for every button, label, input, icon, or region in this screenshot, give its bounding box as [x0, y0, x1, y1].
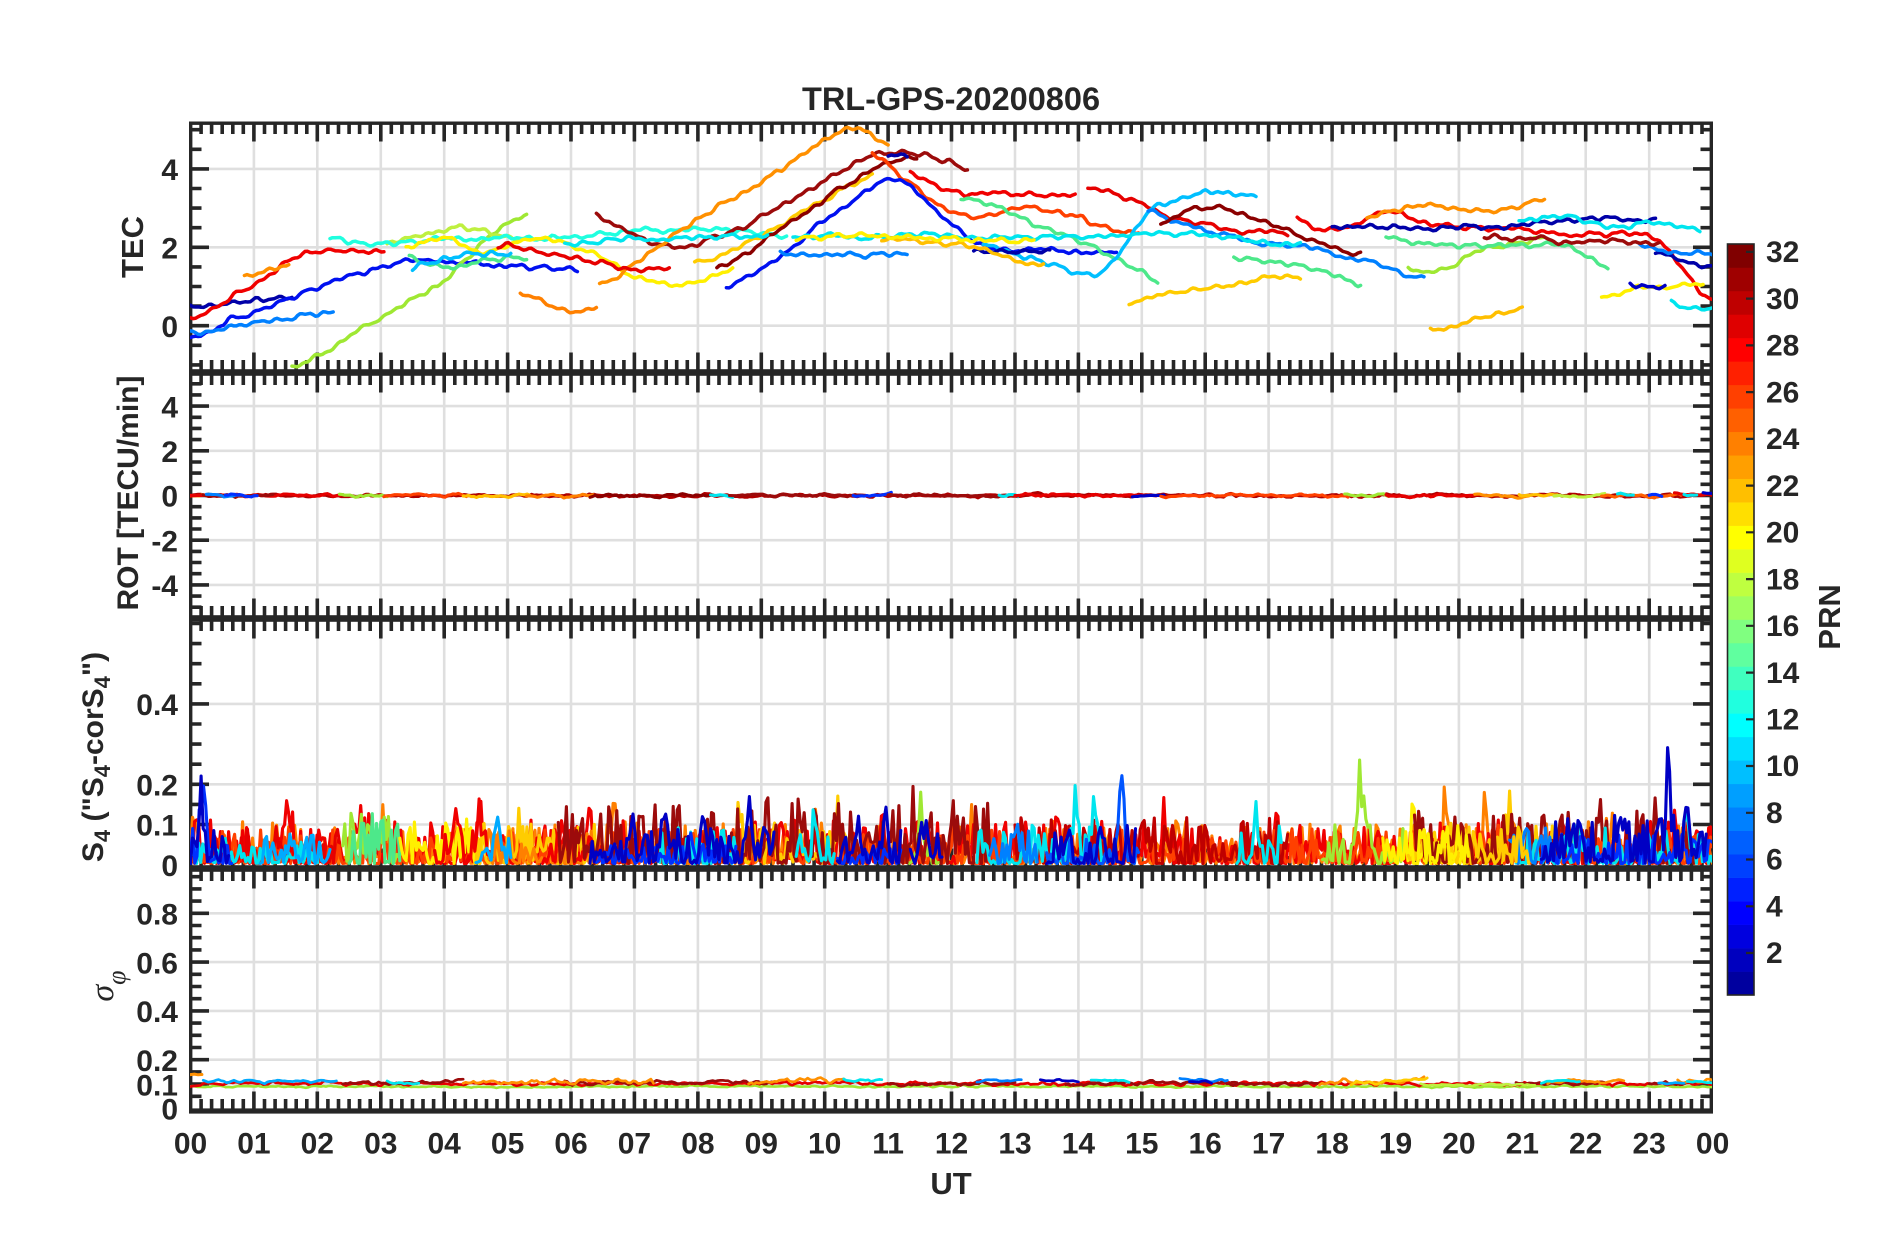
svg-text:13: 13 — [998, 1128, 1031, 1161]
svg-text:19: 19 — [1379, 1128, 1412, 1161]
svg-text:0.2: 0.2 — [136, 770, 178, 803]
svg-text:20: 20 — [1766, 517, 1799, 550]
svg-text:05: 05 — [491, 1128, 524, 1161]
svg-text:-2: -2 — [151, 525, 178, 558]
svg-text:01: 01 — [237, 1128, 270, 1161]
svg-text:30: 30 — [1766, 283, 1799, 316]
svg-text:TRL-GPS-20200806: TRL-GPS-20200806 — [802, 81, 1100, 117]
svg-text:0.4: 0.4 — [136, 689, 178, 722]
svg-text:TEC: TEC — [115, 216, 150, 278]
svg-text:10: 10 — [808, 1128, 841, 1161]
svg-text:00: 00 — [1696, 1128, 1729, 1161]
svg-text:-4: -4 — [151, 570, 178, 603]
svg-text:07: 07 — [618, 1128, 651, 1161]
svg-text:22: 22 — [1569, 1128, 1602, 1161]
svg-text:08: 08 — [681, 1128, 714, 1161]
svg-text:0: 0 — [161, 481, 178, 514]
svg-text:2: 2 — [1766, 937, 1783, 970]
svg-text:18: 18 — [1766, 563, 1799, 596]
svg-text:03: 03 — [364, 1128, 397, 1161]
svg-text:26: 26 — [1766, 376, 1799, 409]
svg-text:0: 0 — [161, 311, 178, 344]
svg-text:0.1: 0.1 — [136, 1069, 178, 1102]
svg-text:0: 0 — [161, 1094, 178, 1127]
svg-text:12: 12 — [935, 1128, 968, 1161]
svg-text:09: 09 — [745, 1128, 778, 1161]
svg-text:0.8: 0.8 — [136, 899, 178, 932]
svg-text:11: 11 — [872, 1128, 904, 1161]
svg-text:2: 2 — [161, 233, 178, 266]
svg-text:20: 20 — [1442, 1128, 1475, 1161]
svg-text:PRN: PRN — [1812, 584, 1847, 649]
svg-text:28: 28 — [1766, 330, 1799, 363]
svg-text:22: 22 — [1766, 470, 1799, 503]
svg-text:02: 02 — [301, 1128, 334, 1161]
svg-text:0.6: 0.6 — [136, 947, 178, 980]
svg-text:14: 14 — [1766, 657, 1800, 690]
svg-text:6: 6 — [1766, 844, 1783, 877]
svg-text:8: 8 — [1766, 797, 1783, 830]
svg-text:14: 14 — [1062, 1128, 1096, 1161]
svg-text:2: 2 — [161, 436, 178, 469]
svg-text:S4 ("S4-corS4"): S4 ("S4-corS4") — [77, 652, 115, 862]
svg-text:16: 16 — [1766, 610, 1799, 643]
svg-text:00: 00 — [174, 1128, 207, 1161]
svg-text:0: 0 — [161, 850, 178, 883]
svg-text:04: 04 — [428, 1128, 462, 1161]
svg-text:18: 18 — [1315, 1128, 1348, 1161]
svg-text:4: 4 — [1766, 891, 1783, 924]
svg-text:24: 24 — [1766, 423, 1800, 456]
svg-text:16: 16 — [1189, 1128, 1222, 1161]
svg-text:32: 32 — [1766, 236, 1799, 269]
svg-text:21: 21 — [1506, 1128, 1539, 1161]
svg-text:0.2: 0.2 — [136, 1045, 178, 1078]
svg-text:10: 10 — [1766, 750, 1799, 783]
svg-text:0.4: 0.4 — [136, 996, 178, 1029]
svg-text:17: 17 — [1252, 1128, 1285, 1161]
svg-text:06: 06 — [554, 1128, 587, 1161]
svg-text:UT: UT — [930, 1166, 971, 1201]
svg-text:0.1: 0.1 — [136, 810, 178, 843]
svg-text:4: 4 — [161, 391, 178, 424]
svg-text:12: 12 — [1766, 704, 1799, 737]
svg-text:ROT [TECU/min]: ROT [TECU/min] — [112, 376, 145, 611]
svg-text:15: 15 — [1125, 1128, 1158, 1161]
svg-text:23: 23 — [1633, 1128, 1666, 1161]
svg-text:4: 4 — [161, 154, 178, 187]
